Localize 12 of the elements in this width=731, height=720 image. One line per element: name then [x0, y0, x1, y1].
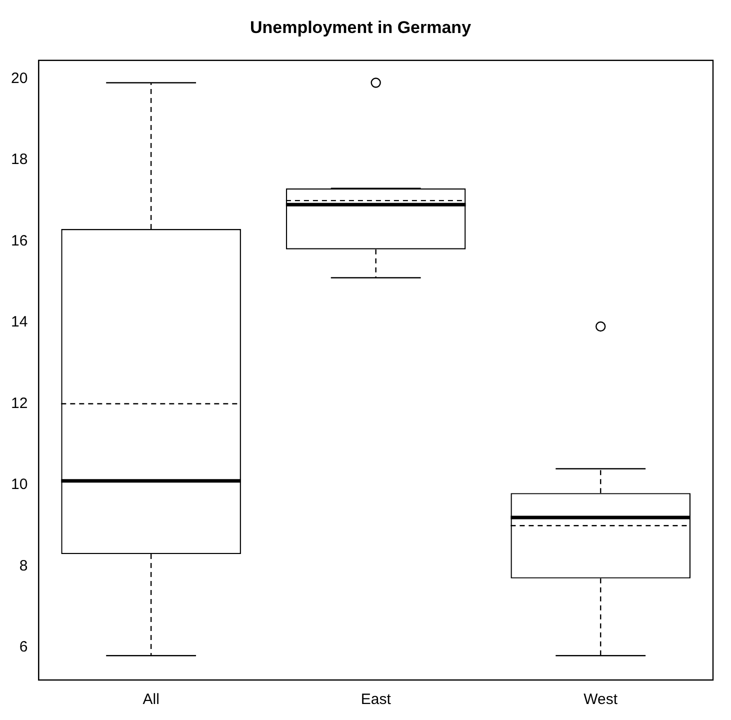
chart-title: Unemployment in Germany [250, 18, 472, 37]
y-tick-label: 18 [10, 151, 28, 168]
x-tick-label: West [584, 691, 618, 708]
y-tick-label: 6 [19, 638, 28, 656]
y-tick-label: 10 [10, 476, 28, 494]
x-tick-label: All [142, 691, 160, 708]
y-tick-label: 20 [10, 70, 28, 87]
x-tick-label: East [360, 691, 392, 708]
y-tick-label: 14 [10, 314, 28, 331]
y-tick-label: 8 [19, 557, 28, 574]
y-tick-label: 16 [10, 232, 28, 250]
y-tick-label: 12 [10, 394, 28, 412]
